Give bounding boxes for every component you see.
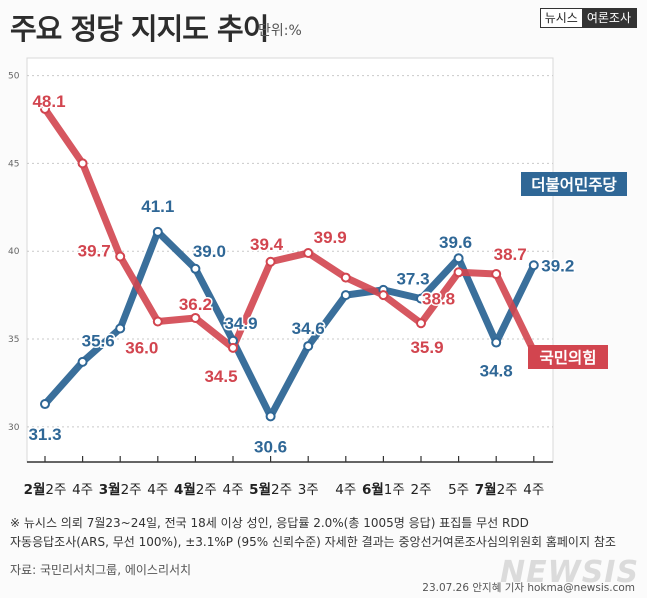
x-tick-label: 4주 (335, 482, 356, 498)
x-tick-label: 3주 (298, 482, 319, 498)
data-label: 30.6 (254, 437, 287, 456)
data-label: 39.6 (439, 233, 472, 252)
data-label: 34.9 (224, 314, 257, 333)
data-point (265, 411, 276, 422)
data-point (491, 269, 502, 280)
data-label: 48.1 (32, 92, 65, 111)
data-label: 41.1 (141, 197, 174, 216)
y-tick-label: 45 (8, 159, 19, 169)
source-text: 자료: 국민리서치그룹, 에이스리서치 (10, 563, 192, 577)
survey-notes: ※ 뉴시스 의뢰 7월23~24일, 전국 18세 이상 성인, 응답률 2.0… (10, 514, 640, 552)
credit-text: 23.07.26 안지혜 기자 hokma@newsis.com (422, 582, 635, 594)
x-tick-label: 4주 (222, 482, 243, 498)
data-point (416, 318, 426, 329)
data-point (152, 226, 163, 237)
legend-box-ppp (528, 345, 608, 369)
x-tick-label: 4주 (147, 482, 168, 498)
data-point (77, 356, 88, 367)
data-point (453, 253, 464, 264)
x-tick-label: 5주 (448, 482, 469, 498)
data-label: 39.4 (250, 235, 284, 254)
data-point (528, 260, 539, 271)
x-tick-label: 2주 (410, 482, 431, 498)
data-label: 38.8 (422, 289, 455, 308)
x-tick-label: 4주 (72, 482, 93, 498)
data-label: 39.0 (193, 242, 226, 261)
y-tick-label: 35 (8, 335, 19, 345)
series-line-democratic (41, 228, 538, 420)
x-tick-label: 6월1주 (362, 481, 405, 498)
data-point (378, 290, 389, 301)
x-tick-label: 2월2주 (24, 481, 67, 498)
data-label: 37.3 (396, 270, 429, 289)
legend-box-democratic (521, 172, 627, 196)
data-label: 35.9 (410, 338, 443, 357)
brand-name: 뉴시스 (540, 9, 582, 27)
y-tick-label: 30 (8, 423, 20, 433)
data-point (115, 323, 126, 334)
legend-label: 국민의힘 (539, 349, 596, 367)
data-point (303, 341, 314, 352)
y-tick-label: 40 (8, 247, 20, 257)
legend-label: 더불어민주당 (531, 176, 617, 194)
data-label: 31.3 (28, 425, 61, 444)
data-label: 39.9 (314, 228, 347, 247)
data-label: 35.6 (82, 332, 115, 351)
data-label: 38.7 (494, 245, 527, 264)
data-point (152, 316, 163, 327)
data-point (416, 293, 426, 304)
data-point (491, 337, 502, 348)
data-point (77, 158, 88, 169)
data-label: 39.2 (541, 256, 574, 275)
y-tick-label: 50 (8, 72, 20, 82)
unit-label: 단위:% (258, 23, 302, 39)
data-label: 36.0 (125, 338, 158, 357)
data-label: 39.7 (78, 241, 111, 260)
data-point (190, 312, 201, 323)
data-point (340, 290, 351, 301)
data-point (40, 103, 50, 114)
series-line-ppp (41, 105, 538, 355)
brand-section: 여론조사 (581, 9, 636, 27)
data-point (303, 247, 314, 258)
data-point (228, 342, 238, 353)
data-point (40, 399, 50, 410)
data-label: 34.8 (480, 362, 513, 381)
x-tick-label: 7월2주 (475, 481, 518, 498)
note-line-2: 자동응답조사(ARS, 무선 100%), ±3.1%P (95% 신뢰수준) … (10, 535, 616, 549)
data-point (190, 263, 201, 274)
x-tick-label: 5월2주 (249, 481, 292, 498)
x-tick-label: 4월2주 (174, 481, 217, 498)
data-point (115, 251, 126, 262)
data-label: 34.5 (204, 367, 237, 386)
watermark-logo: NEWSIS (500, 555, 640, 590)
brand-badge: 뉴시스 여론조사 (539, 8, 637, 28)
data-point (265, 256, 276, 267)
x-tick-label: 4주 (523, 482, 544, 498)
data-label: 36.2 (179, 295, 212, 314)
line-chart: 30 35 40 45 50 2월2주 4주 3월2주 4주 4월2주 4주 5월2주 3주 4주 6월1주… (8, 57, 627, 498)
data-point (453, 267, 464, 278)
data-point (340, 272, 351, 283)
note-line-1: ※ 뉴시스 의뢰 7월23~24일, 전국 18세 이상 성인, 응답률 2.0… (10, 516, 529, 530)
page-title: 주요 정당 지지도 추이 (10, 12, 269, 46)
x-tick-label: 3월2주 (99, 481, 142, 498)
data-label: 34.6 (292, 319, 325, 338)
